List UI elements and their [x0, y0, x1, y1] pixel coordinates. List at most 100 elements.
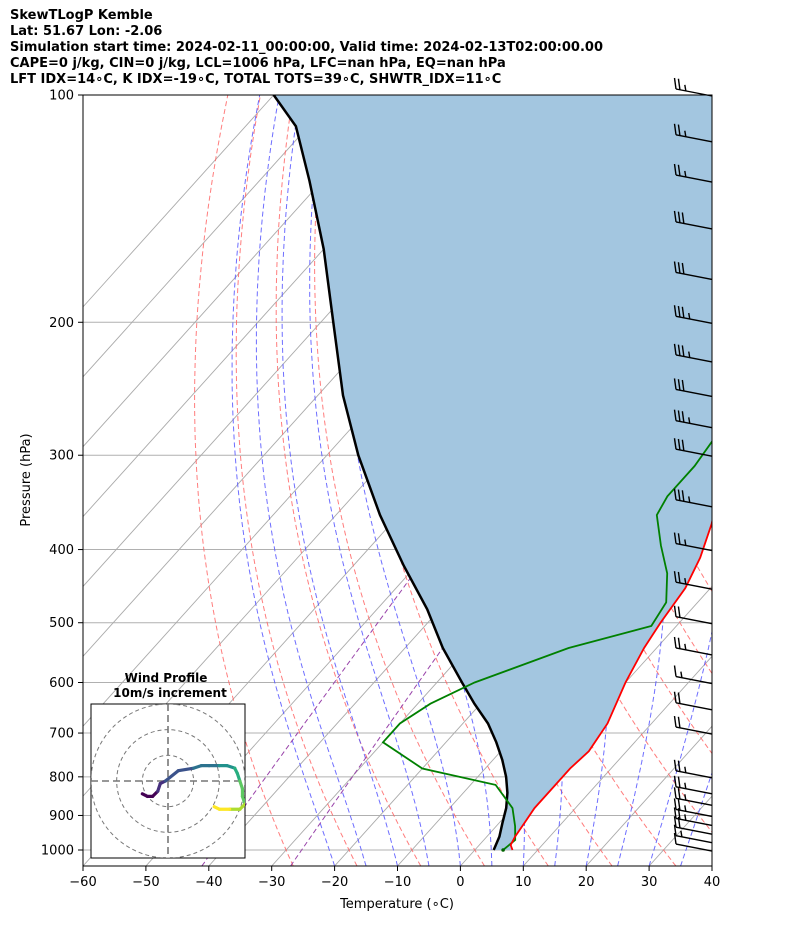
- isotherm-line: [775, 95, 794, 866]
- x-axis: −60 −50 −40 −30 −20 −10 0 10 20 30 40: [69, 866, 720, 890]
- barb-staff: [675, 581, 713, 590]
- barb-flag: [673, 378, 677, 390]
- barb-flag: [673, 305, 677, 317]
- barb-flag: [677, 379, 681, 391]
- barb-flag: [673, 488, 677, 500]
- location-line: Lat: 51.67 Lon: -2.06: [10, 24, 163, 39]
- wind-barb: [673, 378, 713, 398]
- barb-staff: [675, 542, 713, 552]
- barb-half-flag: [684, 643, 687, 650]
- moist-adiabat: [231, 95, 336, 866]
- cin-fill: [273, 95, 712, 850]
- barb-flag: [677, 716, 681, 728]
- barb-half-flag: [684, 814, 687, 821]
- x-tick-label: 10: [515, 875, 532, 890]
- barb-flag: [673, 816, 677, 828]
- y-tick-label: 1000: [41, 844, 74, 859]
- barb-staff: [675, 675, 713, 685]
- barb-staff: [675, 420, 713, 429]
- x-tick-label: −20: [321, 875, 348, 890]
- barb-flag: [677, 410, 681, 422]
- wind-barb: [673, 571, 713, 590]
- barb-flag: [681, 439, 685, 451]
- barb-flag: [673, 210, 677, 223]
- wind-barb: [673, 775, 713, 795]
- wind-barb: [673, 798, 713, 818]
- barb-half-flag: [684, 577, 687, 585]
- barb-flag: [677, 438, 681, 451]
- barb-staff: [675, 221, 713, 230]
- time-line: Simulation start time: 2024-02-11_00:00:…: [10, 40, 603, 55]
- wind-barb: [673, 832, 713, 852]
- barb-half-flag: [684, 794, 687, 801]
- wind-barb: [673, 409, 713, 429]
- wind-barb: [673, 77, 713, 97]
- dry-adiabat: [314, 95, 485, 866]
- moist-adiabat: [281, 95, 398, 866]
- barb-flag: [673, 691, 677, 703]
- x-tick-label: −50: [132, 875, 159, 890]
- barb-staff: [675, 499, 713, 508]
- hodograph-subtitle: 10m/s increment: [113, 686, 227, 700]
- x-tick-label: −10: [384, 875, 411, 890]
- barb-flag: [673, 532, 677, 544]
- barb-staff: [675, 174, 713, 183]
- cape-line: CAPE=0 j/kg, CIN=0 j/kg, LCL=1006 hPa, L…: [10, 56, 506, 71]
- barb-flag: [677, 344, 681, 356]
- y-tick-label: 300: [49, 449, 74, 464]
- barb-half-flag: [688, 312, 691, 320]
- wind-barb: [673, 438, 713, 457]
- barb-staff: [675, 271, 713, 281]
- barb-half-flag: [688, 417, 691, 424]
- barb-staff: [675, 817, 713, 827]
- barb-half-flag: [684, 130, 687, 137]
- moist-adiabat: [648, 95, 712, 866]
- dewpoint-line: [381, 440, 712, 851]
- moist-adiabat: [711, 864, 712, 866]
- y-tick-label: 900: [49, 809, 74, 824]
- hodograph-segment: [212, 805, 221, 811]
- isotherm-line: [711, 865, 712, 866]
- barb-staff: [675, 702, 713, 711]
- barb-half-flag: [684, 539, 687, 546]
- barb-flag: [677, 489, 681, 501]
- wind-barb: [673, 210, 713, 230]
- wind-barb: [673, 305, 713, 324]
- x-tick-label: 30: [641, 875, 658, 890]
- x-tick-label: 40: [704, 875, 721, 890]
- x-tick-label: −30: [258, 875, 285, 890]
- barb-staff: [675, 770, 713, 779]
- barb-half-flag: [684, 766, 687, 773]
- barb-staff: [675, 786, 713, 795]
- isotherm-line: [585, 725, 712, 866]
- barb-flag: [673, 759, 677, 771]
- hodograph-segment: [163, 769, 180, 783]
- barb-flag: [673, 605, 677, 617]
- x-tick-label: −40: [195, 875, 222, 890]
- barb-flag: [677, 692, 681, 704]
- barb-half-flag: [680, 671, 683, 678]
- chart-title: SkewTLogP Kemble: [10, 8, 153, 23]
- barb-flag: [677, 760, 681, 772]
- wind-barb: [673, 691, 713, 711]
- barb-flag: [673, 832, 677, 845]
- barb-half-flag: [684, 170, 687, 178]
- wind-barb: [673, 824, 713, 844]
- hodograph-segment: [176, 766, 196, 773]
- wind-barb: [673, 123, 713, 143]
- barb-half-flag: [684, 805, 687, 812]
- barb-half-flag: [684, 782, 687, 789]
- barb-staff: [675, 647, 713, 656]
- y-tick-label: 100: [49, 89, 74, 104]
- barb-staff: [675, 388, 713, 398]
- barb-flag: [677, 124, 681, 136]
- barb-staff: [675, 808, 713, 818]
- dry-adiabat: [194, 95, 294, 866]
- wind-barb: [673, 787, 713, 807]
- barb-flag: [677, 262, 681, 274]
- wind-barb: [673, 343, 713, 363]
- barb-flag: [677, 571, 681, 584]
- isotherm-line: [83, 95, 400, 448]
- barb-staff: [675, 134, 713, 143]
- wind-barb: [673, 488, 713, 508]
